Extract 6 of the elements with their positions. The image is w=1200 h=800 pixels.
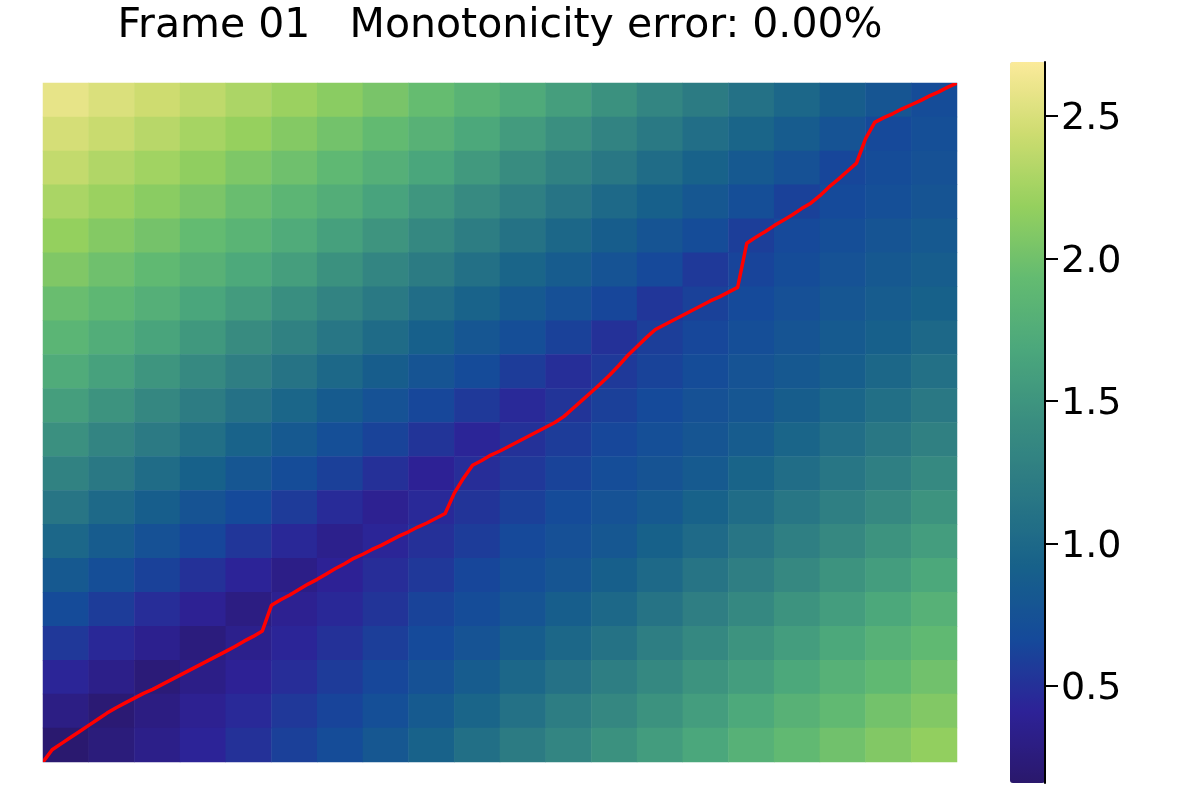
color-bar-label: 2.5	[1061, 94, 1122, 139]
color-bar-label: 1.5	[1061, 379, 1122, 424]
color-bar-label: 0.5	[1061, 664, 1122, 709]
chart-title: Frame 01 Monotonicity error: 0.00%	[117, 0, 883, 47]
color-bar-label: 1.0	[1061, 521, 1122, 566]
color-bar-label: 2.0	[1061, 236, 1122, 281]
